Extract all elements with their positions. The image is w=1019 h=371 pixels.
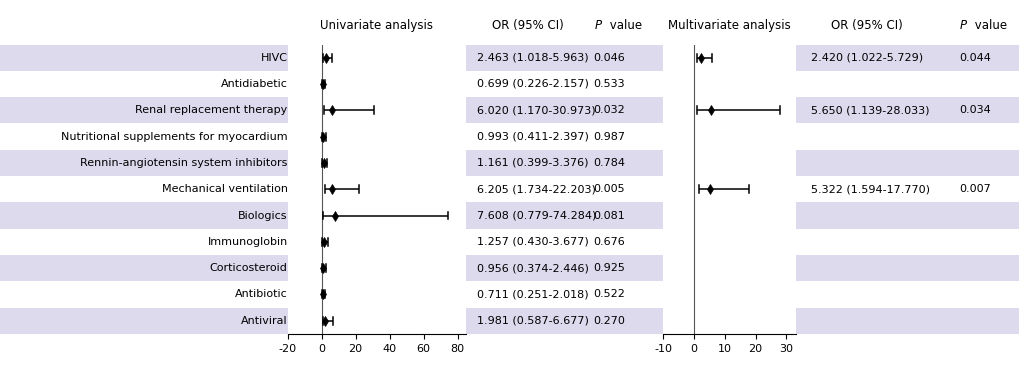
Text: 0.533: 0.533 — [593, 79, 625, 89]
Text: Antidiabetic: Antidiabetic — [220, 79, 287, 89]
Text: 0.925: 0.925 — [593, 263, 625, 273]
Text: Univariate analysis: Univariate analysis — [320, 19, 433, 33]
Text: value: value — [970, 19, 1006, 33]
Text: 7.608 (0.779-74.284): 7.608 (0.779-74.284) — [477, 210, 596, 220]
Text: 1.161 (0.399-3.376): 1.161 (0.399-3.376) — [477, 158, 588, 168]
Text: $\it{P}$: $\it{P}$ — [593, 19, 602, 33]
Text: 1.981 (0.587-6.677): 1.981 (0.587-6.677) — [477, 316, 589, 326]
Text: Renal replacement therapy: Renal replacement therapy — [136, 105, 287, 115]
Text: 0.032: 0.032 — [593, 105, 625, 115]
Text: Biologics: Biologics — [237, 210, 287, 220]
Text: 0.005: 0.005 — [593, 184, 625, 194]
Text: 0.784: 0.784 — [593, 158, 625, 168]
Text: 0.993 (0.411-2.397): 0.993 (0.411-2.397) — [477, 132, 589, 142]
Text: 5.322 (1.594-17.770): 5.322 (1.594-17.770) — [810, 184, 929, 194]
Text: Immunoglobin: Immunoglobin — [207, 237, 287, 247]
Text: 0.711 (0.251-2.018): 0.711 (0.251-2.018) — [477, 289, 588, 299]
Text: 1.257 (0.430-3.677): 1.257 (0.430-3.677) — [477, 237, 589, 247]
Text: 2.420 (1.022-5.729): 2.420 (1.022-5.729) — [810, 53, 922, 63]
Text: 0.699 (0.226-2.157): 0.699 (0.226-2.157) — [477, 79, 589, 89]
Text: HIVC: HIVC — [261, 53, 287, 63]
Text: OR (95% CI): OR (95% CI) — [830, 19, 902, 33]
Text: Rennin-angiotensin system inhibitors: Rennin-angiotensin system inhibitors — [81, 158, 287, 168]
Text: 0.522: 0.522 — [593, 289, 625, 299]
Text: Mechanical ventilation: Mechanical ventilation — [161, 184, 287, 194]
Text: Nutritional supplements for myocardium: Nutritional supplements for myocardium — [61, 132, 287, 142]
Text: 0.044: 0.044 — [958, 53, 989, 63]
Text: 0.676: 0.676 — [593, 237, 625, 247]
Text: $\it{P}$: $\it{P}$ — [958, 19, 967, 33]
Text: 0.034: 0.034 — [958, 105, 989, 115]
Text: Antiviral: Antiviral — [240, 316, 287, 326]
Text: value: value — [605, 19, 641, 33]
Text: 5.650 (1.139-28.033): 5.650 (1.139-28.033) — [810, 105, 928, 115]
Text: Corticosteroid: Corticosteroid — [210, 263, 287, 273]
Text: 0.987: 0.987 — [593, 132, 625, 142]
Text: 6.020 (1.170-30.973): 6.020 (1.170-30.973) — [477, 105, 595, 115]
Text: 0.270: 0.270 — [593, 316, 625, 326]
Text: Multivariate analysis: Multivariate analysis — [667, 19, 790, 33]
Text: 0.081: 0.081 — [593, 210, 625, 220]
Text: Antibiotic: Antibiotic — [234, 289, 287, 299]
Text: 0.956 (0.374-2.446): 0.956 (0.374-2.446) — [477, 263, 589, 273]
Text: OR (95% CI): OR (95% CI) — [492, 19, 564, 33]
Text: 0.007: 0.007 — [958, 184, 989, 194]
Text: 2.463 (1.018-5.963): 2.463 (1.018-5.963) — [477, 53, 588, 63]
Text: 0.046: 0.046 — [593, 53, 625, 63]
Text: 6.205 (1.734-22.203): 6.205 (1.734-22.203) — [477, 184, 596, 194]
